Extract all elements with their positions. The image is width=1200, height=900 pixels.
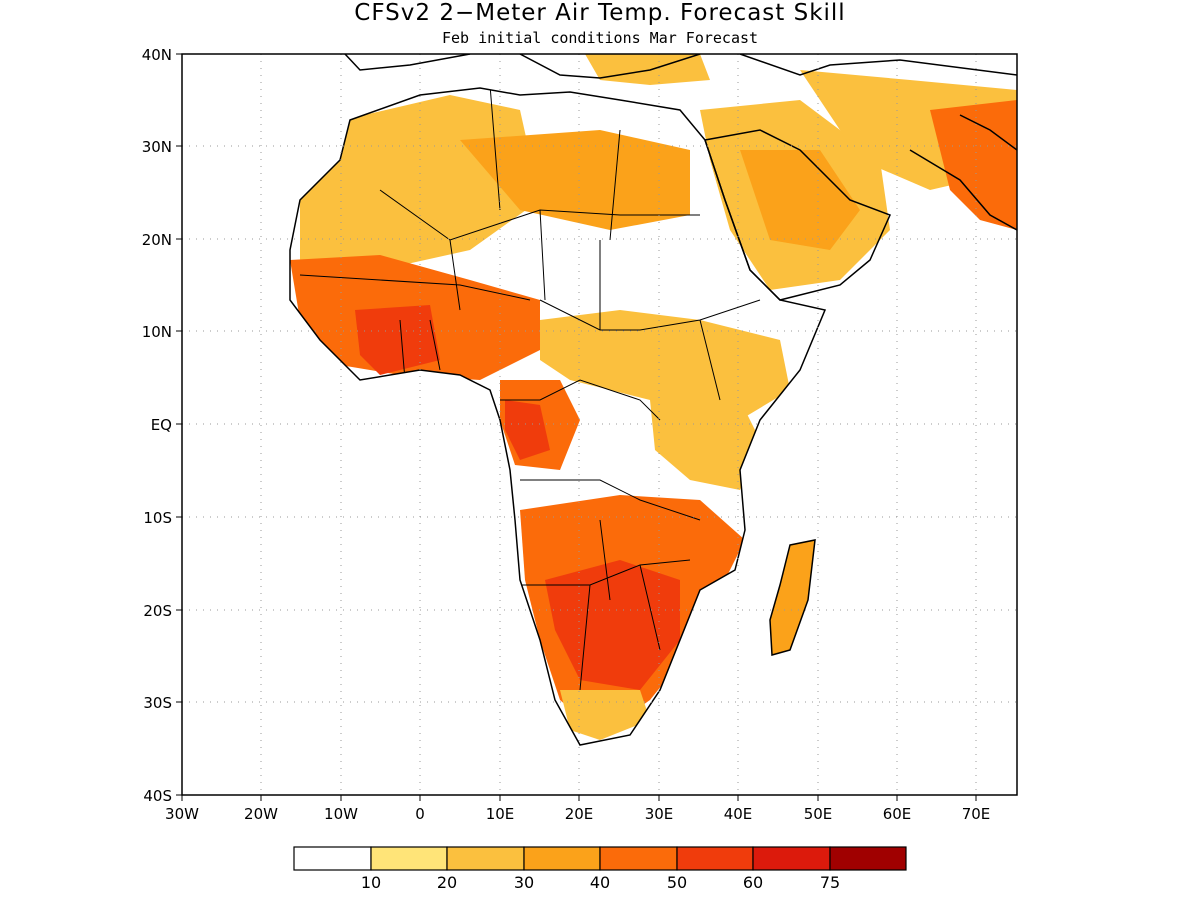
india-coastline xyxy=(909,114,1017,231)
skill-madagascar xyxy=(770,540,815,655)
europe-coastline xyxy=(344,54,1017,79)
border-line xyxy=(539,240,761,401)
lat-label: 30S xyxy=(143,694,172,712)
colorbar-swatch xyxy=(370,846,448,871)
skill-mediterranean-coast xyxy=(585,54,710,85)
map-subtitle: Feb initial conditions Mar Forecast xyxy=(441,29,759,47)
lat-label: 40S xyxy=(143,787,172,805)
lon-label: 40E xyxy=(724,805,753,823)
lon-axis: 30W 20W 10W 0 10E 20E 30E 40E 50E 60E 70… xyxy=(165,795,990,823)
skill-gulf-of-guinea xyxy=(355,305,440,375)
coastlines xyxy=(289,54,1017,746)
colorbar-swatch xyxy=(676,846,754,871)
country-borders xyxy=(299,88,761,691)
colorbar-label: 10 xyxy=(361,873,381,892)
lon-label: 30W xyxy=(165,805,199,823)
colorbar-label: 30 xyxy=(514,873,534,892)
skill-sahel-east xyxy=(540,310,790,420)
lon-label: 10E xyxy=(486,805,515,823)
lat-label: 10S xyxy=(143,509,172,527)
skill-south-cape xyxy=(560,690,650,740)
lat-label: 40N xyxy=(142,46,172,64)
skill-india xyxy=(930,100,1017,230)
colorbar: 10 20 30 40 50 60 75 xyxy=(293,846,907,892)
colorbar-label: 50 xyxy=(667,873,687,892)
lon-label: 70E xyxy=(962,805,991,823)
colorbar-swatch xyxy=(829,846,907,871)
colorbar-swatch xyxy=(523,846,601,871)
lat-label: 20S xyxy=(143,602,172,620)
colorbar-swatch xyxy=(752,846,831,871)
lat-axis: 40N 30N 20N 10N EQ 10S 20S 30S 40S xyxy=(142,46,182,805)
skill-arabia-core xyxy=(740,150,860,250)
map-title: CFSv2 2−Meter Air Temp. Forecast Skill xyxy=(354,0,846,26)
arabia-coastline xyxy=(704,129,892,301)
colorbar-label: 40 xyxy=(590,873,610,892)
skill-east-africa xyxy=(650,400,760,490)
lon-label: 20E xyxy=(565,805,594,823)
lon-label: 20W xyxy=(244,805,278,823)
lon-label: 10W xyxy=(324,805,358,823)
lon-label: 50E xyxy=(804,805,833,823)
colorbar-swatch xyxy=(599,846,678,871)
colorbar-label: 20 xyxy=(437,873,457,892)
colorbar-label: 60 xyxy=(743,873,763,892)
colorbar-label: 75 xyxy=(820,873,840,892)
lat-label: 30N xyxy=(142,138,172,156)
colorbar-swatch xyxy=(446,846,525,871)
skill-sahara-central xyxy=(460,130,690,230)
lon-label: 0 xyxy=(415,805,425,823)
africa-coastline xyxy=(289,87,827,746)
lat-label: 10N xyxy=(142,323,172,341)
border-line xyxy=(500,379,701,521)
lat-label: EQ xyxy=(151,416,172,434)
madagascar-coastline xyxy=(769,539,816,656)
lat-label: 20N xyxy=(142,231,172,249)
border-line xyxy=(299,274,531,381)
skill-congo-core xyxy=(505,400,550,460)
colorbar-swatch xyxy=(293,846,372,871)
border-line xyxy=(520,519,691,691)
lon-label: 30E xyxy=(645,805,674,823)
border-line xyxy=(449,88,621,311)
lon-label: 60E xyxy=(883,805,912,823)
